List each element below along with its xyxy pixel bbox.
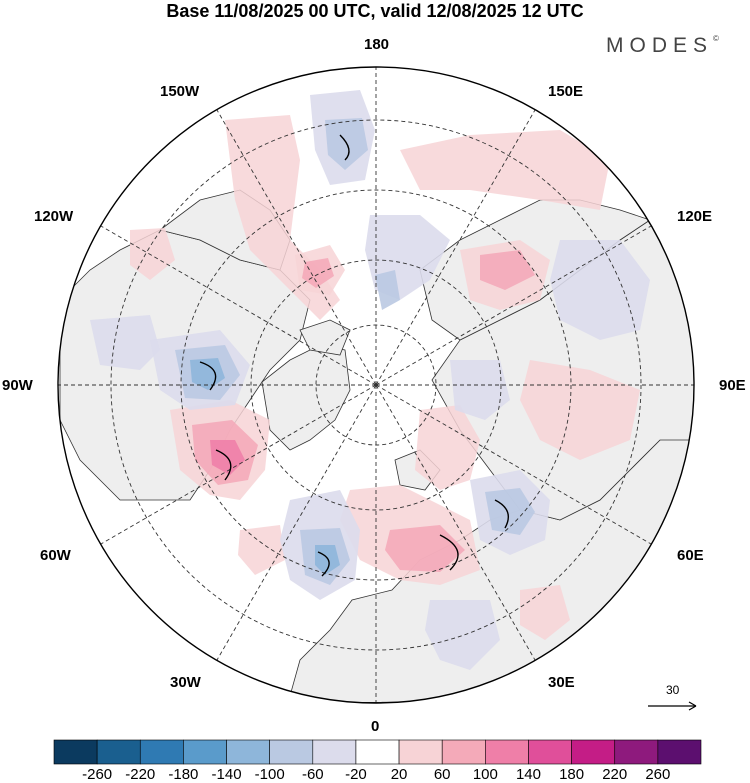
colorbar-swatch — [398, 739, 443, 765]
colorbar-swatch — [226, 739, 270, 765]
colorbar-swatch — [657, 739, 702, 765]
wind-reference-label: 30 — [666, 683, 680, 697]
colorbar-swatch — [441, 739, 486, 765]
colorbar-swatch — [571, 739, 616, 765]
colorbar — [53, 739, 702, 765]
colorbar-swatch — [312, 739, 357, 765]
label-120e: 120E — [677, 208, 713, 225]
colorbar-swatch — [183, 739, 227, 765]
colorbar-swatch — [269, 739, 314, 765]
colorbar-tick-label: 60 — [433, 766, 451, 783]
colorbar-tick-label: 20 — [390, 766, 408, 783]
colorbar-tick-label: -180 — [168, 766, 199, 783]
map-title: Base 11/08/2025 00 UTC, valid 12/08/2025… — [166, 1, 584, 21]
positive-anomalies — [130, 115, 640, 640]
label-0: 0 — [371, 718, 380, 735]
label-150w: 150W — [160, 83, 200, 100]
label-150e: 150E — [548, 83, 584, 100]
colorbar-tick-label: -60 — [301, 766, 324, 783]
label-30w: 30W — [170, 674, 201, 691]
label-60e: 60E — [677, 547, 704, 564]
label-180: 180 — [364, 36, 390, 53]
colorbar-tick-label: -260 — [82, 766, 113, 783]
colorbar-tick-label: 100 — [472, 766, 498, 783]
colorbar-tick-label: 220 — [602, 766, 628, 783]
label-30e: 30E — [548, 674, 575, 691]
label-90w: 90W — [2, 377, 33, 394]
colorbar-swatch — [528, 739, 572, 765]
colorbar-swatch — [355, 739, 400, 765]
modes-logo: MODES© — [606, 34, 719, 58]
map-border — [57, 66, 695, 704]
colorbar-swatch — [96, 739, 141, 765]
label-60w: 60W — [40, 547, 71, 564]
circulation-arrows — [199, 134, 509, 577]
colorbar-swatch — [139, 739, 184, 765]
colorbar-tick-label: -220 — [125, 766, 156, 783]
colorbar-tick-label: -140 — [211, 766, 242, 783]
colorbar-tick-label: -100 — [254, 766, 285, 783]
wind-reference-arrow — [648, 701, 697, 711]
colorbar-swatch — [485, 739, 529, 765]
brand-mark: © — [713, 34, 719, 43]
colorbar-tick-label: 140 — [515, 766, 541, 783]
meridians — [58, 67, 694, 703]
label-90e: 90E — [719, 377, 746, 394]
colorbar-tick-label: 260 — [645, 766, 671, 783]
colorbar-tick-label: -20 — [345, 766, 367, 783]
colorbar-tick-label: 180 — [559, 766, 585, 783]
brand-name: MODES — [606, 34, 714, 57]
label-120w: 120W — [34, 208, 74, 225]
colorbar-ticks: -260 -220 -180 -140 -100 -60 -20 20 60 100 140 180 2… — [0, 766, 750, 783]
colorbar-swatch — [53, 739, 98, 765]
colorbar-swatch — [614, 739, 659, 765]
